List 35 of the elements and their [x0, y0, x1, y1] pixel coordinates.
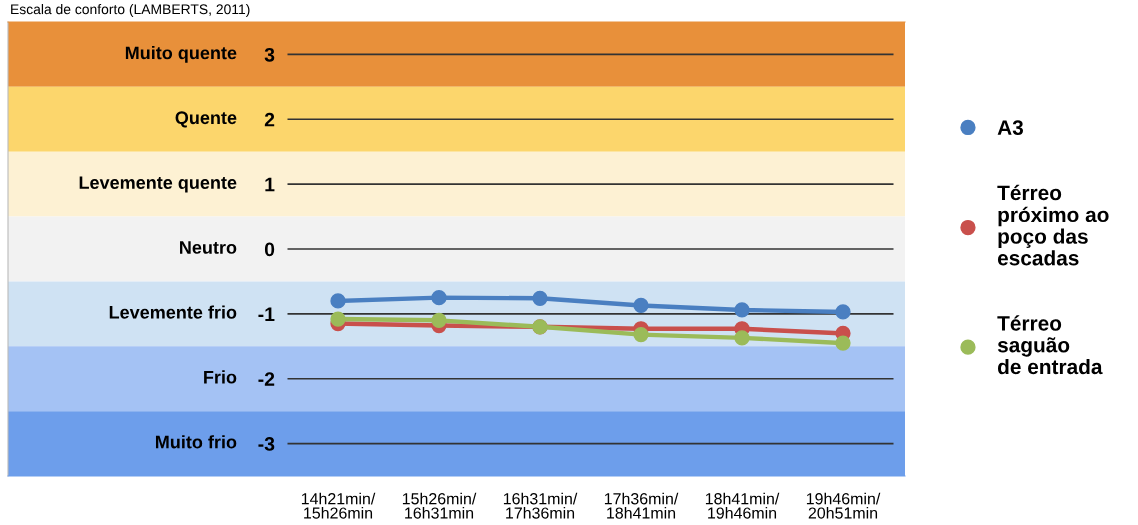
- band-label: Muito frio: [155, 435, 237, 449]
- point: [330, 311, 346, 327]
- x-tick-label: 17h36min/ 18h41min: [604, 492, 679, 519]
- band-label: Levemente frio: [109, 305, 237, 319]
- x-tick-label: 16h31min/ 17h36min: [503, 492, 578, 519]
- y-tick-label: -3: [258, 437, 275, 451]
- y-tick-label: -2: [258, 372, 275, 386]
- x-tick-label: 14h21min/ 15h26min: [301, 492, 376, 519]
- legend-label: Térreo saguão de entrada: [997, 315, 1103, 375]
- legend-label: A3: [997, 120, 1024, 135]
- point: [330, 293, 346, 309]
- y-tick-label: 0: [264, 242, 275, 257]
- point: [633, 297, 649, 314]
- band-label: Frio: [204, 370, 237, 384]
- x-tick-label: 18h41min/ 19h46min: [705, 492, 780, 519]
- point: [734, 330, 750, 346]
- point: [431, 290, 447, 306]
- y-tick-label: -1: [258, 307, 275, 321]
- text: Escala de conforto (LAMBERTS, 2011): [11, 4, 250, 17]
- y-tick-label: 2: [264, 112, 275, 127]
- band-label: Muito quente: [125, 46, 237, 63]
- band-label: Quente: [175, 111, 237, 128]
- point: [532, 290, 548, 306]
- point: [835, 335, 851, 351]
- y-tick-label: 3: [264, 47, 275, 62]
- x-tick-label: 19h46min/ 20h51min: [806, 492, 881, 519]
- x-tick-label: 15h26min/ 16h31min: [402, 492, 477, 519]
- point: [734, 302, 750, 318]
- point: [633, 326, 649, 343]
- point: [431, 312, 447, 328]
- y-tick-label: 1: [265, 177, 275, 192]
- band-label: Levemente quente: [79, 176, 237, 193]
- legend-label: Térreo próximo ao poço das escadas: [997, 184, 1109, 266]
- band-label: Neutro: [180, 241, 237, 254]
- point: [835, 304, 851, 320]
